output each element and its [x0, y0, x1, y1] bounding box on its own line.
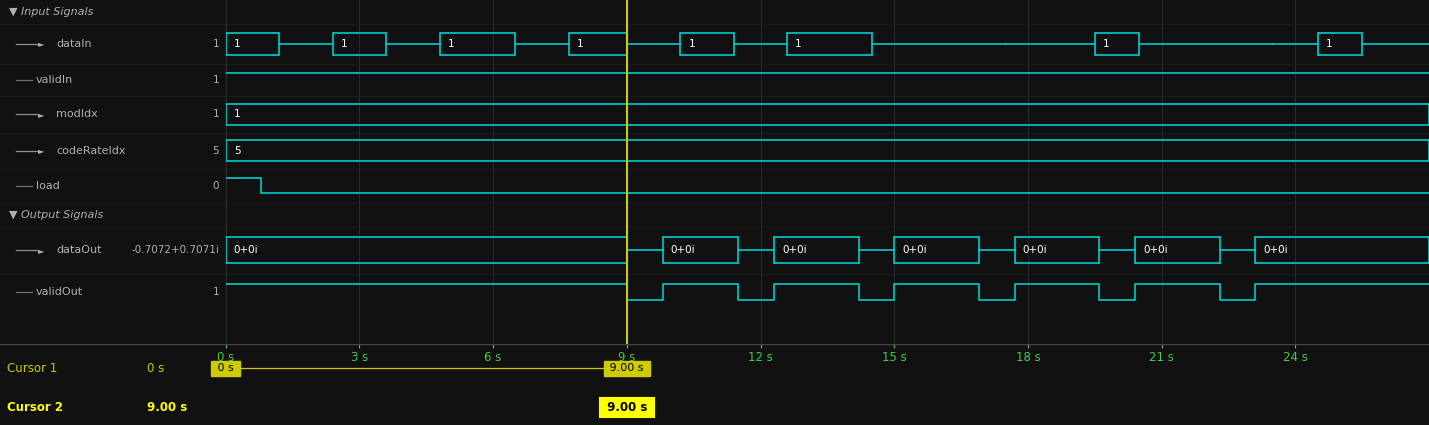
Text: 1: 1 [340, 39, 347, 49]
Text: 0 s: 0 s [147, 362, 164, 375]
Text: 1: 1 [234, 39, 240, 49]
Text: modIdx: modIdx [57, 110, 99, 119]
Text: 1: 1 [213, 75, 219, 85]
Text: ▼ Input Signals: ▼ Input Signals [9, 7, 93, 17]
Text: 5: 5 [234, 146, 240, 156]
Text: -0.7072+0.7071i: -0.7072+0.7071i [131, 246, 219, 255]
Text: 0+0i: 0+0i [234, 246, 259, 255]
Text: 0+0i: 0+0i [1143, 246, 1167, 255]
Text: 9.00 s: 9.00 s [147, 401, 187, 414]
Text: 1: 1 [577, 39, 583, 49]
Text: 0+0i: 0+0i [670, 246, 694, 255]
Text: dataOut: dataOut [57, 246, 101, 255]
Text: 1: 1 [689, 39, 694, 49]
Text: 1: 1 [213, 287, 219, 297]
Text: 1: 1 [796, 39, 802, 49]
Text: ►: ► [39, 146, 44, 155]
Text: 9.00 s: 9.00 s [606, 363, 647, 374]
Text: 0+0i: 0+0i [782, 246, 806, 255]
Text: dataIn: dataIn [57, 39, 91, 49]
Text: ►: ► [39, 246, 44, 255]
Text: ▼ Output Signals: ▼ Output Signals [9, 210, 103, 220]
Text: codeRateIdx: codeRateIdx [57, 146, 126, 156]
Text: 1: 1 [447, 39, 454, 49]
Text: 5: 5 [213, 146, 219, 156]
Text: 0 s: 0 s [214, 363, 237, 374]
Text: load: load [36, 181, 60, 191]
Text: 1: 1 [213, 110, 219, 119]
Text: 1: 1 [234, 110, 240, 119]
Text: 1: 1 [1326, 39, 1332, 49]
Text: 0+0i: 0+0i [1023, 246, 1047, 255]
Text: Cursor 1: Cursor 1 [7, 362, 57, 375]
Text: 9.00 s: 9.00 s [603, 401, 652, 414]
Text: validOut: validOut [36, 287, 83, 297]
Text: 0+0i: 0+0i [1263, 246, 1288, 255]
Text: 0+0i: 0+0i [902, 246, 927, 255]
Text: ►: ► [39, 40, 44, 48]
Text: validIn: validIn [36, 75, 73, 85]
Text: 1: 1 [1103, 39, 1109, 49]
Text: ►: ► [39, 110, 44, 119]
Text: 0: 0 [213, 181, 219, 191]
Text: 1: 1 [213, 39, 219, 49]
Text: Cursor 2: Cursor 2 [7, 401, 63, 414]
